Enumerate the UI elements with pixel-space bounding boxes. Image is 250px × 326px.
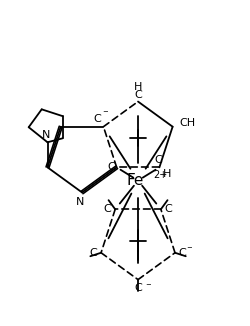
Text: N: N [76, 197, 84, 207]
Text: C: C [93, 114, 101, 124]
Text: $^{-}$: $^{-}$ [144, 283, 152, 293]
Text: N: N [42, 130, 50, 140]
Text: C: C [134, 90, 141, 99]
Text: C: C [107, 162, 115, 172]
Text: C: C [178, 248, 186, 258]
Text: C: C [164, 204, 172, 214]
Text: C: C [154, 155, 162, 165]
Text: H: H [162, 169, 170, 179]
Text: Fe: Fe [126, 173, 144, 188]
Text: C: C [89, 248, 97, 258]
Text: C: C [103, 204, 111, 214]
Text: $^{-}$: $^{-}$ [102, 109, 109, 119]
Text: $^{-}$: $^{-}$ [185, 245, 192, 255]
Text: CH: CH [178, 118, 194, 128]
Text: 2+: 2+ [153, 170, 167, 180]
Text: C: C [134, 283, 141, 293]
Text: H: H [133, 82, 142, 92]
